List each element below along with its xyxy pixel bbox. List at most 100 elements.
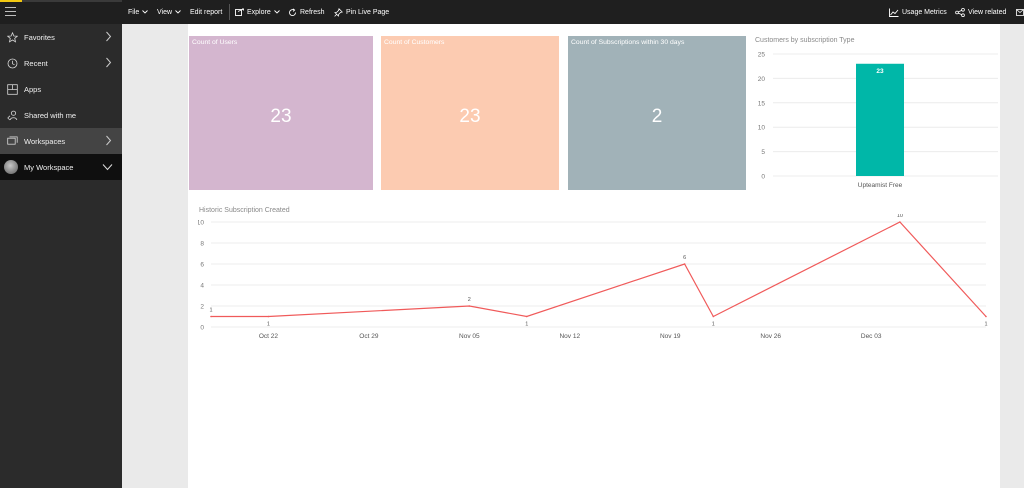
sidebar-item-apps[interactable]: Apps xyxy=(0,76,122,102)
refresh-icon xyxy=(289,7,296,16)
line-chart[interactable]: 0 2 4 6 8 10 Oct 22 Oct 29 Nov 05 Nov 12 Nov 19 Nov… xyxy=(198,214,998,344)
sidebar-item-shared-with-me[interactable]: Shared with me xyxy=(0,102,122,128)
bar-chart-title: Customers by subscription Type xyxy=(755,37,855,44)
kpi-card-value: 23 xyxy=(459,106,481,127)
x-tick-label: Nov 12 xyxy=(559,333,580,340)
kpi-card-count-of-subscriptions[interactable]: Count of Subscriptions within 30 days 2 xyxy=(568,36,746,190)
star-icon xyxy=(0,31,24,43)
sidebar-item-my-workspace[interactable]: My Workspace xyxy=(0,154,122,180)
y-tick-label: 10 xyxy=(758,125,766,132)
brand-accent-bar xyxy=(22,0,122,2)
x-tick-label: Nov 19 xyxy=(660,333,681,340)
kpi-card-count-of-users[interactable]: Count of Users 23 xyxy=(189,36,373,190)
y-tick-label: 10 xyxy=(198,220,204,227)
sidebar-item-label: My Workspace xyxy=(24,162,74,172)
x-tick-label: Oct 29 xyxy=(359,333,379,340)
y-tick-label: 20 xyxy=(758,76,766,83)
avatar xyxy=(4,160,18,174)
kpi-card-title: Count of Users xyxy=(192,39,238,46)
chevron-right-icon xyxy=(106,57,112,68)
x-tick-label: Nov 05 xyxy=(459,333,480,340)
y-tick-label: 2 xyxy=(200,304,204,311)
toolbar-divider xyxy=(229,4,230,20)
refresh-label: Refresh xyxy=(300,8,325,16)
x-category-label: Upteamist Free xyxy=(858,182,903,189)
edit-report-button[interactable]: Edit report xyxy=(190,0,222,24)
file-menu[interactable]: File xyxy=(128,0,149,24)
data-point xyxy=(525,315,528,318)
chevron-right-icon xyxy=(106,135,112,146)
hamburger-menu-icon[interactable] xyxy=(5,7,16,16)
kpi-card-title: Count of Subscriptions within 30 days xyxy=(571,39,685,46)
explore-icon xyxy=(235,8,244,16)
sidebar-item-label: Apps xyxy=(24,84,42,94)
kpi-card-value: 23 xyxy=(270,106,292,127)
data-point xyxy=(899,221,901,223)
y-tick-label: 4 xyxy=(200,283,204,290)
chevron-down-icon xyxy=(175,10,181,14)
chevron-down-icon xyxy=(273,10,280,14)
y-tick-label: 0 xyxy=(200,325,204,332)
point-data-label: 1 xyxy=(984,322,987,328)
point-data-label: 1 xyxy=(525,322,528,328)
left-nav-pane: Favorites Recent Apps Shared with me Wor… xyxy=(0,24,122,488)
sidebar-item-label: Shared with me xyxy=(24,110,77,120)
kpi-card-value: 2 xyxy=(651,106,663,127)
view-menu-label: View xyxy=(157,8,173,16)
top-bar: File View Edit report Explore Refresh Pi… xyxy=(0,0,1024,24)
x-tick-label: Nov 26 xyxy=(760,333,781,340)
chevron-down-icon xyxy=(102,164,113,171)
bar xyxy=(856,63,904,176)
pin-live-page-label: Pin Live Page xyxy=(346,8,390,16)
shared-icon xyxy=(0,110,24,121)
point-data-label: 10 xyxy=(897,214,903,219)
sidebar-item-favorites[interactable]: Favorites xyxy=(0,24,122,50)
y-tick-label: 6 xyxy=(200,262,204,269)
refresh-button[interactable]: Refresh xyxy=(288,0,325,24)
y-tick-label: 8 xyxy=(200,241,204,248)
view-menu[interactable]: View xyxy=(157,0,181,24)
usage-metrics-label: Usage Metrics xyxy=(902,8,947,16)
x-tick-label: Dec 03 xyxy=(861,333,882,340)
bar-data-label: 23 xyxy=(876,68,884,75)
share-network-icon xyxy=(955,7,965,17)
data-point xyxy=(267,315,270,318)
pin-live-page-button[interactable]: Pin Live Page xyxy=(334,0,389,24)
point-data-label: 1 xyxy=(712,322,715,328)
data-point xyxy=(210,315,212,318)
mail-button[interactable] xyxy=(1016,0,1024,24)
usage-metrics-button[interactable]: Usage Metrics xyxy=(889,0,947,24)
sidebar-item-label: Recent xyxy=(24,58,48,68)
x-tick-label: Oct 22 xyxy=(259,333,279,340)
explore-menu[interactable]: Explore xyxy=(235,0,280,24)
point-data-label: 6 xyxy=(683,255,686,261)
chevron-down-icon xyxy=(142,10,149,14)
view-related-button[interactable]: View related xyxy=(955,0,1006,24)
apps-icon xyxy=(0,83,24,95)
kpi-card-title: Count of Customers xyxy=(384,39,445,46)
y-tick-label: 15 xyxy=(758,100,766,107)
sidebar-item-label: Favorites xyxy=(24,32,55,42)
y-tick-label: 25 xyxy=(758,52,766,59)
data-point xyxy=(468,305,471,307)
view-related-label: View related xyxy=(968,8,1007,16)
data-point xyxy=(985,315,987,318)
clock-icon xyxy=(0,58,24,69)
pin-icon xyxy=(334,7,343,17)
bar-chart[interactable]: 0 5 10 15 20 25 23 Upteamist Free xyxy=(755,46,1000,196)
y-tick-label: 5 xyxy=(761,149,765,156)
sidebar-item-recent[interactable]: Recent xyxy=(0,50,122,76)
chevron-right-icon xyxy=(106,31,112,42)
edit-report-label: Edit report xyxy=(190,8,223,16)
line-chart-title: Historic Subscription Created xyxy=(199,207,290,214)
report-canvas: Count of Users 23 Count of Customers 23 … xyxy=(188,24,1000,488)
point-data-label: 1 xyxy=(209,308,212,314)
point-data-label: 1 xyxy=(267,322,270,328)
series-line xyxy=(211,221,987,318)
brand-accent xyxy=(0,0,22,2)
usage-metrics-icon xyxy=(889,8,899,17)
kpi-card-count-of-customers[interactable]: Count of Customers 23 xyxy=(381,36,559,190)
file-menu-label: File xyxy=(128,8,140,16)
sidebar-item-workspaces[interactable]: Workspaces xyxy=(0,128,122,154)
point-data-label: 2 xyxy=(468,297,471,303)
